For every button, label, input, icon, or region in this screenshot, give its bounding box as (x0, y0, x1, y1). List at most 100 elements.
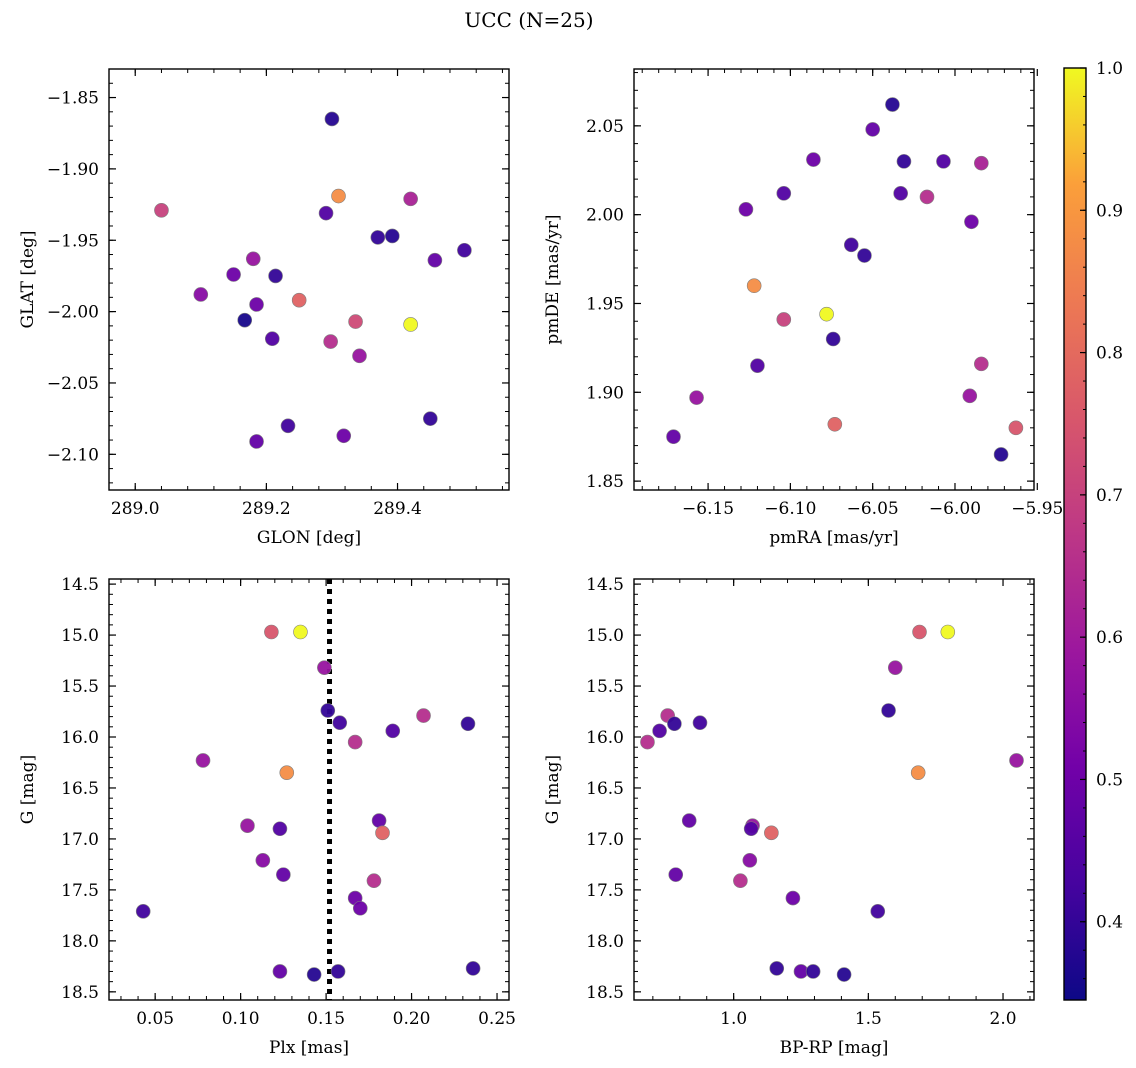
data-point (1009, 753, 1024, 768)
data-point (276, 867, 291, 882)
axes-frame (108, 578, 510, 1001)
data-point (819, 306, 834, 322)
data-point (919, 189, 935, 205)
y-tick-label: 18.0 (586, 932, 624, 952)
colorbar-tick-label: 0.7 (1096, 486, 1123, 506)
data-point (352, 900, 368, 916)
data-point (936, 154, 951, 169)
data-point (427, 252, 443, 268)
data-point (317, 660, 332, 675)
y-tick-label: 17.5 (586, 881, 624, 901)
data-point (865, 122, 880, 137)
data-point (280, 418, 296, 434)
data-point (237, 312, 253, 328)
x-tick-label: 0.25 (478, 1009, 516, 1029)
colorbar-tick-label: 0.5 (1096, 770, 1123, 790)
x-tick-label: −6.15 (682, 499, 734, 519)
y-tick-label: −2.10 (47, 445, 99, 465)
x-axis-label: BP-RP [mag] (780, 1038, 889, 1058)
data-point (640, 734, 655, 750)
data-point (226, 267, 241, 282)
y-axis-label: pmDE [mas/yr] (543, 214, 563, 344)
data-point (332, 715, 348, 731)
data-point (324, 111, 340, 127)
data-point (272, 964, 288, 979)
data-point (974, 155, 989, 171)
y-tick-label: 2.00 (586, 206, 624, 226)
data-point (279, 765, 295, 780)
data-point (805, 964, 821, 979)
data-point (366, 873, 382, 889)
data-point (403, 191, 418, 207)
panel-2: −6.15 −6.10 −6.05 −6.00 −5.95 1.85 1.90 1.95 2.0… (543, 68, 1063, 548)
data-point (370, 230, 386, 245)
x-tick-label: 1.5 (855, 1009, 882, 1029)
data-point (836, 967, 852, 982)
y-tick-label: 1.85 (586, 472, 624, 492)
colorbar-tick-label: 0.9 (1096, 201, 1123, 221)
data-point (881, 703, 896, 718)
panel-4: 1.0 1.5 2.0 14.5 15.0 15.5 16.0 16.5 17.0 17.5 18.… (543, 575, 1035, 1058)
data-point (962, 388, 978, 404)
axes-frame (633, 68, 1035, 491)
data-point (465, 961, 481, 976)
x-tick-label: 2.0 (990, 1009, 1017, 1029)
x-tick-label: 289.4 (373, 499, 422, 519)
y-tick-label: 17.0 (586, 830, 624, 850)
panel-3: 0.05 0.10 0.15 0.20 0.25 14.5 15.0 15.5 16.0 16.5… (18, 575, 516, 1058)
x-axis-label: GLON [deg] (257, 528, 361, 548)
y-tick-label: 16.5 (586, 779, 624, 799)
data-point (423, 411, 438, 426)
data-point (910, 765, 926, 780)
x-tick-label: 289.0 (111, 499, 160, 519)
y-tick-label: 16.0 (61, 728, 99, 748)
y-tick-label: 15.0 (61, 626, 99, 646)
data-point (776, 186, 792, 201)
y-tick-label: 14.5 (586, 575, 624, 595)
data-point (738, 202, 754, 217)
data-point (785, 890, 801, 906)
x-tick-label: −6.05 (847, 499, 899, 519)
y-tick-label: 2.05 (586, 117, 624, 137)
colorbar-tick-label: 0.8 (1096, 344, 1123, 364)
data-point (964, 214, 979, 230)
x-tick-label: 289.2 (242, 499, 291, 519)
data-point (255, 853, 271, 868)
data-point (885, 97, 900, 112)
data-point (306, 967, 322, 982)
data-point (457, 242, 472, 258)
x-axis-label: Plx [mas] (269, 1038, 349, 1058)
data-point (769, 961, 785, 976)
data-point (135, 904, 151, 919)
y-tick-label: 18.5 (586, 983, 624, 1003)
data-point (320, 703, 336, 718)
data-point (291, 292, 307, 308)
data-point (416, 708, 431, 723)
x-tick-label: 0.15 (307, 1009, 345, 1029)
data-point (681, 813, 697, 828)
x-tick-label: −6.10 (764, 499, 816, 519)
x-tick-label: −6.00 (929, 499, 981, 519)
data-point (742, 853, 758, 868)
y-tick-label: 18.5 (61, 983, 99, 1003)
data-point (245, 251, 261, 267)
data-point (193, 287, 209, 302)
data-point (843, 237, 859, 253)
y-tick-label: 16.0 (586, 728, 624, 748)
y-tick-label: 1.95 (586, 294, 624, 314)
data-point (195, 753, 211, 768)
y-tick-label: 17.5 (61, 881, 99, 901)
colorbar-gradient (1064, 68, 1086, 1000)
axes-frame (108, 68, 510, 491)
y-tick-label: −1.85 (47, 89, 99, 109)
data-point (668, 867, 684, 882)
data-point (746, 278, 762, 294)
data-point (733, 873, 748, 889)
y-tick-label: 1.90 (586, 383, 624, 403)
data-point (776, 312, 792, 327)
x-tick-label: −5.95 (1011, 499, 1063, 519)
data-point (652, 723, 667, 739)
data-point (331, 188, 346, 204)
data-point (384, 228, 400, 244)
